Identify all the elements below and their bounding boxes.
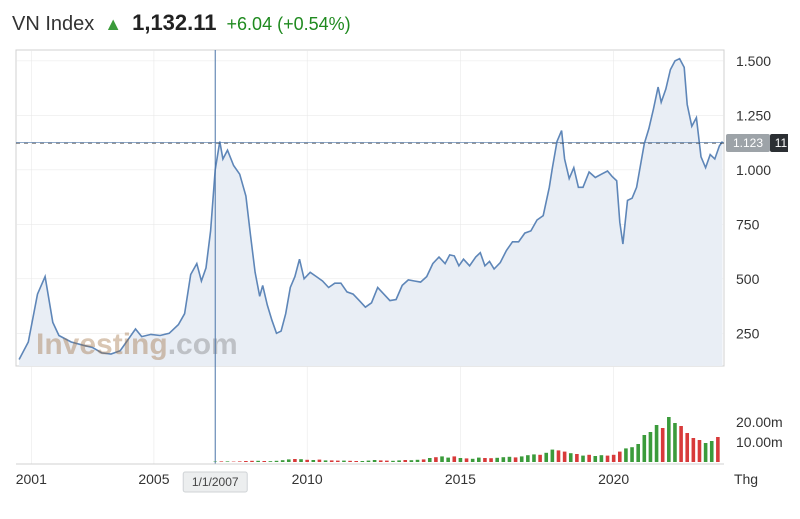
svg-text:Thg: Thg	[734, 471, 758, 487]
svg-text:2020: 2020	[598, 471, 629, 487]
svg-text:1.123: 1.123	[733, 136, 763, 150]
svg-text:2001: 2001	[16, 471, 47, 487]
svg-text:1.500: 1.500	[736, 53, 771, 69]
chart-header: VN Index ▲ 1,132.11 +6.04 (+0.54%)	[8, 6, 792, 44]
index-name: VN Index	[12, 13, 94, 36]
svg-text:1.000: 1.000	[736, 162, 771, 178]
svg-text:2010: 2010	[292, 471, 323, 487]
svg-text:250: 250	[736, 325, 760, 341]
index-change: +6.04 (+0.54%)	[227, 14, 351, 35]
svg-text:1/1/2007: 1/1/2007	[192, 475, 239, 489]
index-value: 1,132.11	[132, 10, 216, 36]
svg-text:2015: 2015	[445, 471, 476, 487]
svg-text:10.00m: 10.00m	[736, 434, 783, 450]
arrow-up-icon: ▲	[104, 14, 122, 35]
chart-svg[interactable]: 250 500 750 1.000 1.250 1.500 2001 2005 2010 2015…	[8, 44, 788, 504]
svg-text:2005: 2005	[138, 471, 169, 487]
svg-text:20.00m: 20.00m	[736, 414, 783, 430]
svg-text:750: 750	[736, 216, 760, 232]
svg-text:11: 11	[775, 136, 788, 150]
svg-text:Investing.com: Investing.com	[36, 328, 238, 361]
svg-text:500: 500	[736, 271, 760, 287]
svg-text:1.250: 1.250	[736, 107, 771, 123]
chart-area[interactable]: 250 500 750 1.000 1.250 1.500 2001 2005 2010 2015…	[8, 44, 788, 504]
